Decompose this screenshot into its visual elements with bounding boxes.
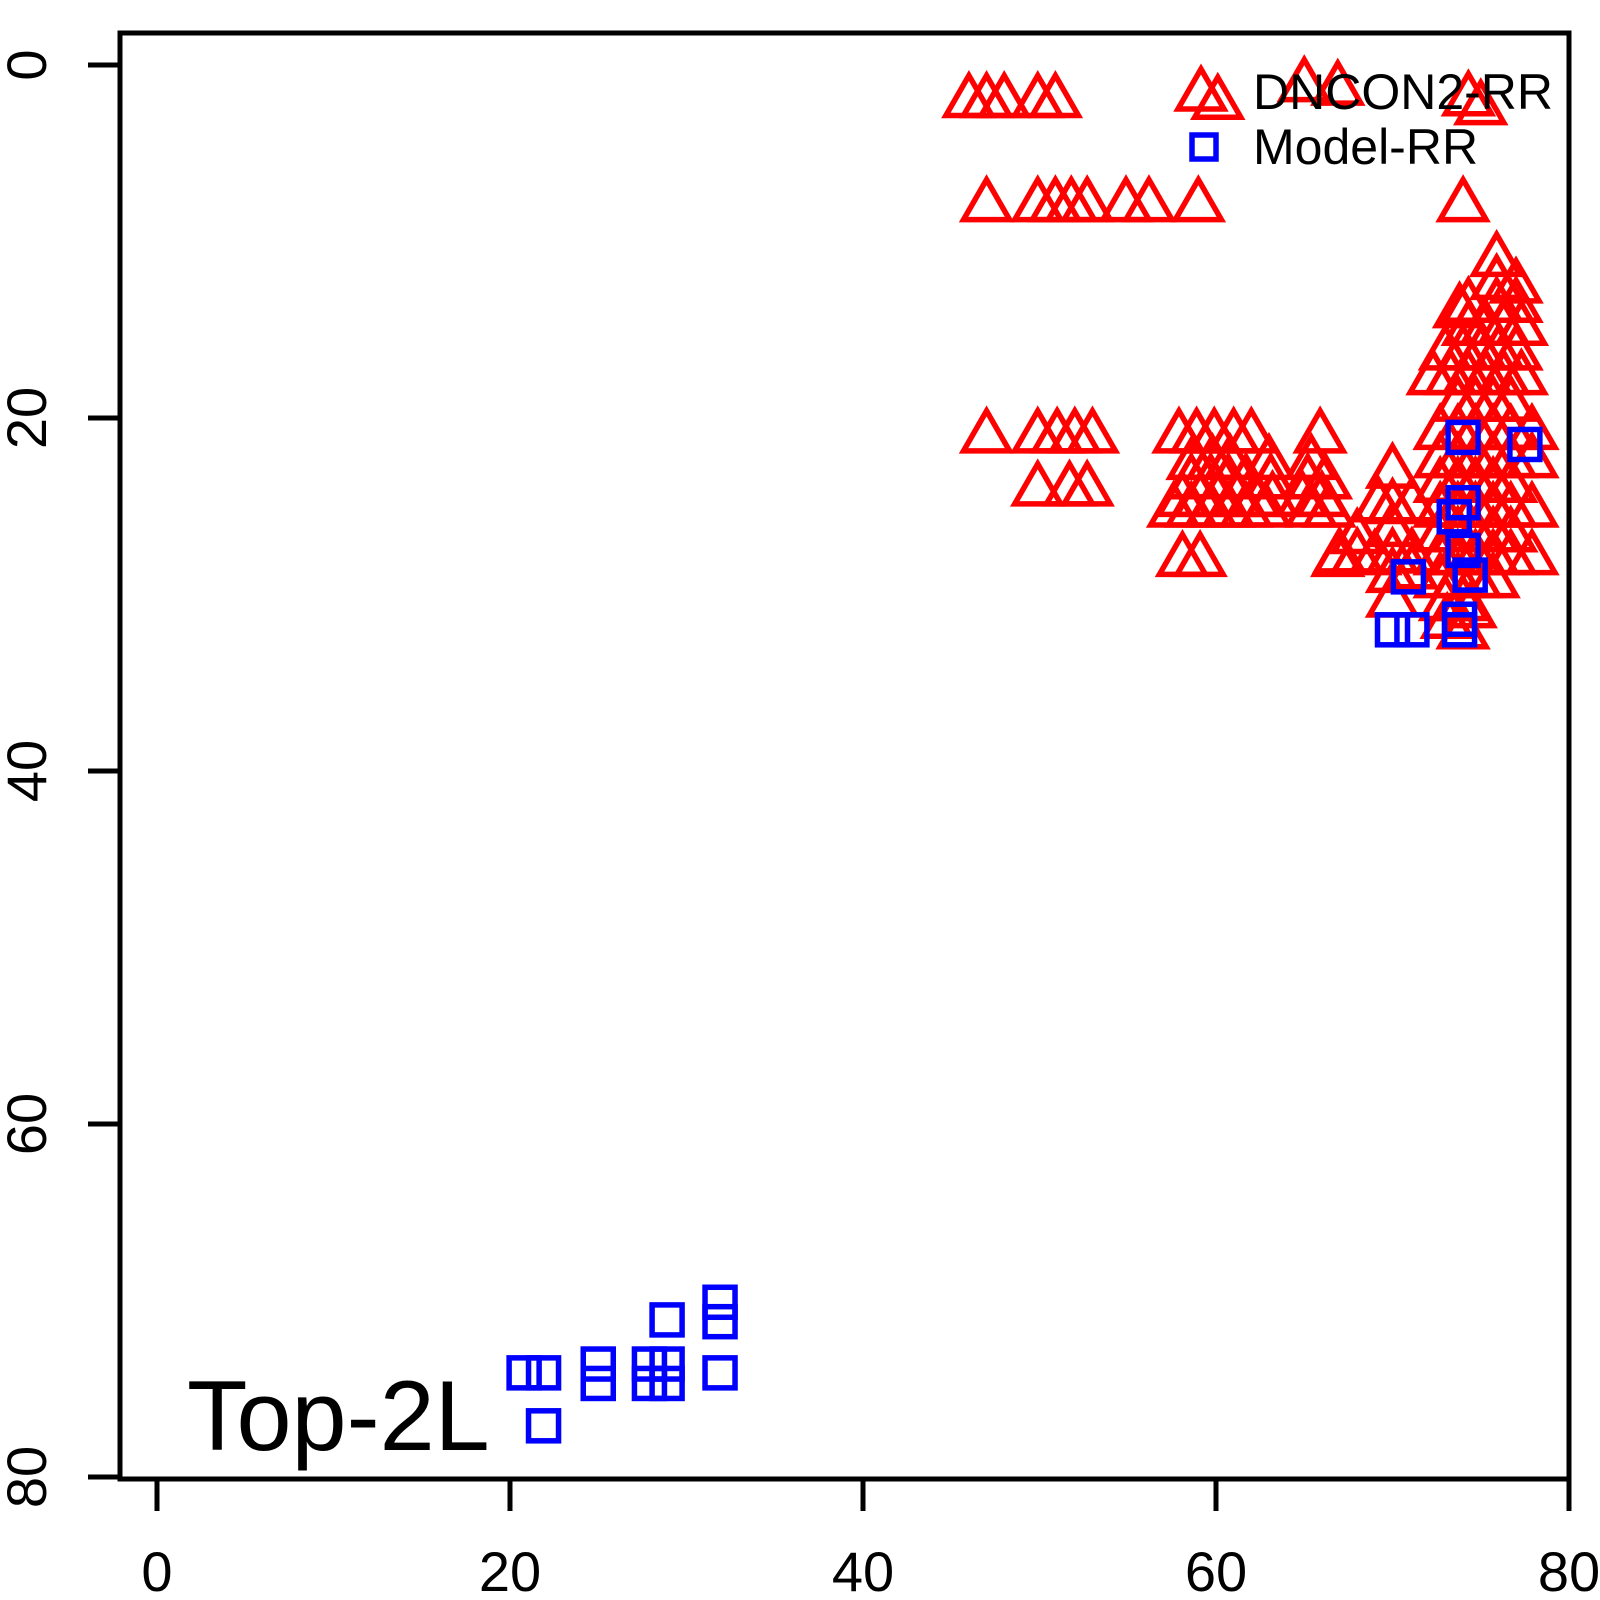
x-axis-tick-label: 0 bbox=[141, 1540, 172, 1600]
dncon2-point bbox=[1121, 174, 1177, 223]
model-point bbox=[1452, 557, 1488, 593]
model-point bbox=[702, 1284, 738, 1321]
legend-triangle-icon bbox=[1173, 63, 1229, 112]
dncon2-point bbox=[1237, 479, 1294, 528]
dncon2-point bbox=[1435, 174, 1491, 223]
x-axis-tick-label: 60 bbox=[1185, 1540, 1247, 1600]
dncon2-point bbox=[1027, 70, 1084, 119]
y-axis-tick-label: 40 bbox=[0, 740, 58, 802]
model-point bbox=[1436, 499, 1473, 535]
dncon2-point bbox=[1310, 57, 1366, 106]
model-point bbox=[1445, 532, 1481, 569]
model-point bbox=[649, 1302, 685, 1338]
dncon2-point bbox=[1504, 527, 1560, 576]
legend: DNCON2-RR Model-RR bbox=[1173, 63, 1553, 175]
dncon2-point bbox=[1170, 174, 1227, 223]
dncon2-point bbox=[1098, 174, 1154, 223]
dncon2-point bbox=[1483, 454, 1539, 504]
dncon2-point bbox=[958, 405, 1015, 454]
y-axis-tick-label: 20 bbox=[0, 387, 58, 449]
dncon2-point bbox=[1064, 405, 1121, 454]
model-point bbox=[649, 1365, 685, 1402]
y-axis-tick-label: 60 bbox=[0, 1093, 58, 1155]
model-point bbox=[1507, 426, 1543, 463]
dncon2-point bbox=[1202, 431, 1258, 481]
dncon2-point bbox=[1488, 255, 1544, 304]
model-point bbox=[1445, 419, 1481, 456]
dncon2-point bbox=[1504, 430, 1560, 479]
model-point bbox=[525, 1355, 562, 1391]
dncon2-point bbox=[1009, 458, 1066, 507]
legend-label-dncon2: DNCON2-RR bbox=[1253, 64, 1553, 120]
dncon2-point bbox=[1483, 504, 1539, 553]
dncon2-point bbox=[1440, 68, 1497, 117]
model-point bbox=[1394, 612, 1430, 648]
dncon2-point bbox=[1440, 274, 1497, 324]
model-point bbox=[1441, 601, 1478, 637]
y-axis-tick-label: 0 bbox=[0, 49, 58, 80]
dncon2-point bbox=[958, 174, 1015, 223]
model-point bbox=[702, 1303, 738, 1340]
dncon2-point bbox=[1223, 405, 1280, 454]
dncon2-point bbox=[1297, 451, 1354, 500]
plot-annotation: Top-2L bbox=[187, 1360, 490, 1471]
dncon2-point bbox=[1059, 458, 1115, 507]
x-axis-tick-label: 80 bbox=[1538, 1540, 1600, 1600]
dncon2-point bbox=[1493, 297, 1550, 346]
plot-box bbox=[117, 30, 1572, 1482]
dncon2-point bbox=[976, 70, 1032, 119]
dncon2-point bbox=[1329, 505, 1385, 555]
dncon2-point bbox=[1483, 373, 1539, 422]
dncon2-point bbox=[1190, 71, 1246, 121]
model-point bbox=[1374, 612, 1411, 648]
model-point bbox=[525, 1408, 562, 1444]
y-axis-tick-label: 80 bbox=[0, 1446, 58, 1508]
model-point bbox=[702, 1355, 738, 1391]
x-axis-tick-label: 40 bbox=[832, 1540, 894, 1600]
dncon2-point bbox=[1364, 498, 1421, 548]
model-point bbox=[1390, 559, 1427, 595]
dncon2-point bbox=[1172, 528, 1228, 578]
x-axis-tick-label: 20 bbox=[479, 1540, 541, 1600]
dncon2-point bbox=[1488, 322, 1544, 371]
dncon2-point bbox=[1276, 54, 1333, 103]
dncon2-point bbox=[1059, 174, 1115, 223]
dncon2-point bbox=[1452, 77, 1509, 126]
legend-label-model: Model-RR bbox=[1253, 119, 1478, 175]
dncon2-point bbox=[1465, 550, 1521, 599]
legend-square-icon bbox=[1189, 132, 1219, 162]
dncon2-point bbox=[1301, 479, 1357, 528]
model-point bbox=[506, 1355, 542, 1391]
model-point bbox=[580, 1346, 616, 1382]
dncon2-point bbox=[1504, 479, 1560, 528]
model-point bbox=[580, 1365, 616, 1402]
dncon2-point bbox=[1468, 228, 1525, 278]
